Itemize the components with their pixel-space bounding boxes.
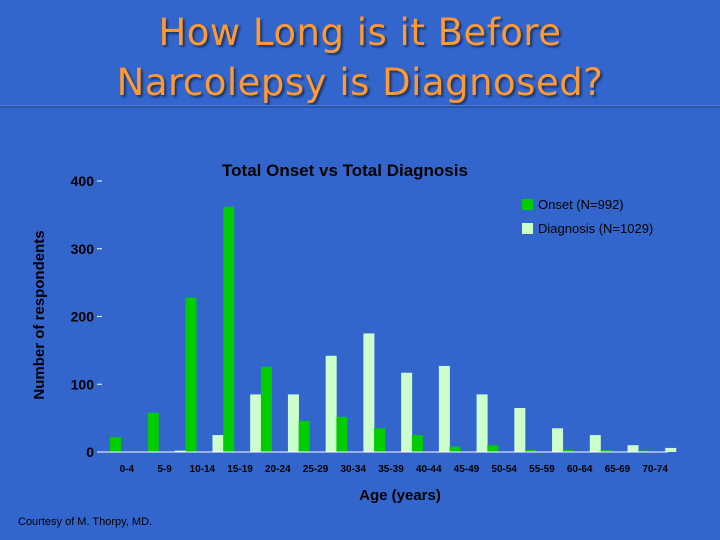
legend-label: Diagnosis (N=1029): [538, 221, 653, 236]
onset-bar-25-29: [298, 420, 310, 452]
diagnosis-bar-10-14: [212, 435, 224, 452]
onset-bar-20-24: [260, 366, 272, 452]
diagnosis-bar-20-24: [287, 394, 299, 452]
slide-title-line-1: How Long is it Before: [158, 11, 562, 54]
diagnosis-bar-45-49: [476, 394, 488, 452]
diagnosis-bar-60-64: [589, 435, 601, 452]
diagnosis-bar-70-74: [665, 447, 677, 452]
title-divider: [0, 105, 720, 108]
x-tick-label: 55-59: [529, 464, 555, 475]
diagnosis-bar-25-29: [325, 355, 337, 452]
onset-bar-40-44: [411, 435, 423, 452]
y-tick-label: 200: [71, 309, 95, 325]
y-tick-label: 0: [86, 444, 94, 460]
x-tick-label: 65-69: [605, 464, 631, 475]
y-tick-label: 100: [71, 376, 95, 392]
y-tick-label: 400: [71, 173, 95, 189]
x-tick-label: 60-64: [567, 464, 593, 475]
x-tick-label: 35-39: [378, 464, 404, 475]
diagnosis-bar-55-59: [552, 428, 564, 452]
diagnosis-bar-15-19: [250, 394, 262, 452]
x-axis: 0-4 5-9 10-14 15-19 20-24 25-29 30-34 35-39 40-4…: [120, 464, 669, 475]
diagnosis-bar-65-69: [627, 445, 639, 452]
legend-swatch: [522, 223, 533, 234]
onset-bar-45-49: [449, 446, 461, 452]
legend-label: Onset (N=992): [538, 197, 624, 212]
onset-bar-65-69: [600, 449, 612, 452]
onset-bar-50-54: [487, 445, 499, 452]
onset-bar-60-64: [562, 449, 574, 452]
onset-bar-30-34: [336, 416, 348, 452]
x-tick-label: 50-54: [491, 464, 517, 475]
x-tick-label: 20-24: [265, 464, 291, 475]
bars-group: [110, 206, 677, 452]
slide-title-line-2: Narcolepsy is Diagnosed?: [116, 61, 604, 104]
x-tick-label: 10-14: [190, 464, 216, 475]
slide-title: How Long is it Before Narcolepsy is Diag…: [0, 8, 720, 108]
x-tick-label: 25-29: [303, 464, 329, 475]
diagnosis-bar-40-44: [438, 365, 450, 452]
diagnosis-bar-50-54: [514, 407, 526, 452]
credit-text: Courtesy of M. Thorpy, MD.: [18, 516, 153, 528]
diagnosis-bar-30-34: [363, 333, 375, 452]
onset-bar-70-74: [638, 450, 650, 452]
x-tick-label: 0-4: [120, 464, 135, 475]
diagnosis-bar-5-9: [174, 450, 186, 452]
onset-bar-10-14: [185, 297, 197, 452]
y-axis: 0 100 200 300 400: [71, 173, 102, 460]
onset-bar-0-4: [110, 437, 121, 452]
diagnosis-bar-35-39: [401, 372, 413, 452]
y-axis-label: Number of respondents: [31, 230, 48, 399]
x-tick-label: 30-34: [340, 464, 366, 475]
legend: Onset (N=992) Diagnosis (N=1029): [522, 197, 653, 236]
chart-title: Total Onset vs Total Diagnosis: [222, 161, 468, 180]
onset-bar-35-39: [374, 428, 386, 452]
onset-bar-55-59: [525, 449, 537, 452]
x-tick-label: 45-49: [454, 464, 480, 475]
legend-swatch: [522, 199, 533, 210]
onset-bar-15-19: [223, 206, 235, 452]
x-tick-label: 15-19: [227, 464, 253, 475]
x-tick-label: 40-44: [416, 464, 442, 475]
onset-bar-5-9: [147, 412, 159, 452]
x-axis-label: Age (years): [359, 487, 441, 504]
y-tick-label: 300: [71, 241, 95, 257]
x-tick-label: 5-9: [157, 464, 172, 475]
x-tick-label: 70-74: [642, 464, 668, 475]
